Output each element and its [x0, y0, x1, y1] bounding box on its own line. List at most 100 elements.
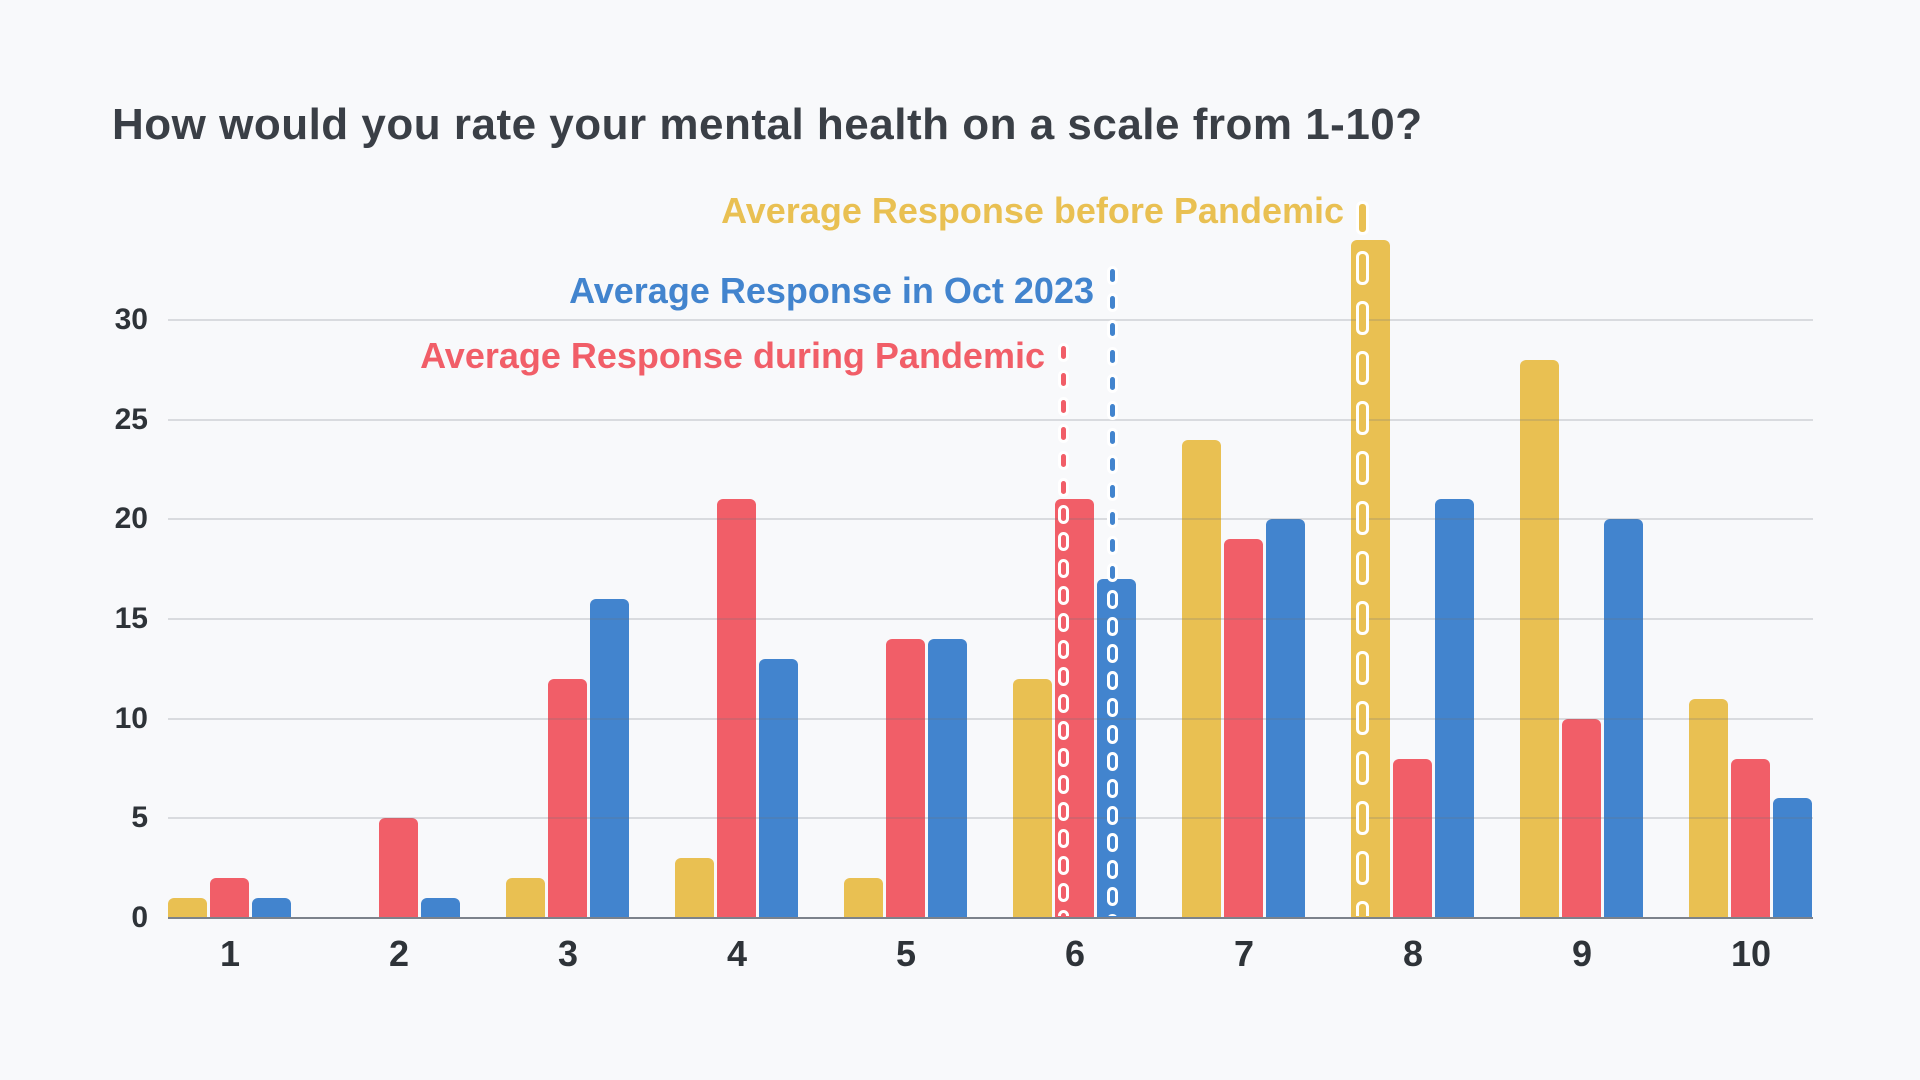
- avg-line-dash: [1356, 751, 1369, 785]
- y-tick-label-5: 5: [131, 801, 148, 835]
- x-tick-label-3: 3: [557, 933, 579, 974]
- avg-line-dash: [1107, 887, 1118, 906]
- bar-oct_2023-4: [759, 659, 798, 918]
- x-tick-label-4: 4: [726, 933, 748, 974]
- avg-line-dash: [1107, 590, 1118, 609]
- bar-oct_2023-7: [1266, 519, 1305, 918]
- avg-line-dash: [1356, 301, 1369, 335]
- avg-line-dash: [1107, 563, 1118, 582]
- x-axis-line: [168, 917, 1813, 919]
- y-tick-label-10: 10: [114, 701, 148, 735]
- bar-before_pandemic-9: [1520, 360, 1559, 918]
- avg-label-during_pandemic: Average Response during Pandemic: [420, 335, 1045, 376]
- bar-during_pandemic-3: [548, 679, 587, 918]
- y-tick-label-25: 25: [114, 402, 148, 436]
- avg-line-dash: [1058, 748, 1069, 767]
- chart-title: How would you rate your mental health on…: [112, 100, 1423, 149]
- avg-line-dash: [1058, 640, 1069, 659]
- avg-line-dash: [1058, 532, 1069, 551]
- bar-before_pandemic-1: [168, 898, 207, 918]
- gridline-20: [168, 518, 1813, 521]
- avg-line-dash: [1058, 721, 1069, 740]
- avg-line-dash: [1356, 451, 1369, 485]
- gridline-30: [168, 319, 1813, 321]
- avg-line-dash: [1356, 651, 1369, 685]
- avg-line-dash: [1058, 343, 1069, 362]
- bar-oct_2023-10: [1773, 798, 1812, 918]
- x-tick-label-6: 6: [1064, 933, 1086, 974]
- avg-line-dash: [1107, 860, 1118, 879]
- avg-line-dash: [1107, 293, 1118, 312]
- bar-oct_2023-5: [928, 639, 967, 918]
- bar-oct_2023-8: [1435, 499, 1474, 918]
- y-tick-label-20: 20: [114, 502, 148, 536]
- bar-before_pandemic-5: [844, 878, 883, 918]
- avg-line-dash: [1058, 559, 1069, 578]
- avg-line-dash: [1058, 667, 1069, 686]
- y-tick-label-30: 30: [114, 303, 148, 336]
- avg-line-dash: [1107, 806, 1118, 825]
- bar-before_pandemic-6: [1013, 679, 1052, 918]
- avg-line-dash: [1107, 698, 1118, 717]
- avg-line-dash: [1107, 779, 1118, 798]
- avg-line-dash: [1058, 829, 1069, 848]
- avg-line-dash: [1058, 424, 1069, 443]
- avg-line-dash: [1058, 910, 1069, 916]
- bar-during_pandemic-4: [717, 499, 756, 918]
- avg-line-dash: [1058, 370, 1069, 389]
- bar-during_pandemic-9: [1562, 719, 1601, 918]
- x-tick-label-9: 9: [1571, 933, 1593, 974]
- avg-line-dash: [1356, 551, 1369, 585]
- x-tick-label-10: 10: [1730, 933, 1772, 974]
- gridline-10: [168, 717, 1813, 720]
- avg-line-dash: [1058, 586, 1069, 605]
- avg-line-dash: [1107, 644, 1118, 663]
- avg-line-before_pandemic: [1356, 201, 1369, 916]
- y-tick-label-0: 0: [131, 901, 148, 934]
- avg-line-dash: [1107, 617, 1118, 636]
- bar-oct_2023-1: [252, 898, 291, 918]
- avg-line-oct_2023: [1107, 266, 1118, 916]
- bar-before_pandemic-3: [506, 878, 545, 918]
- bar-during_pandemic-2: [379, 818, 418, 918]
- avg-line-dash: [1107, 428, 1118, 447]
- bar-before_pandemic-4: [675, 858, 714, 918]
- avg-line-during_pandemic: [1058, 343, 1069, 916]
- bar-before_pandemic-10: [1689, 699, 1728, 918]
- avg-line-dash: [1356, 601, 1369, 635]
- avg-line-dash: [1107, 509, 1118, 528]
- avg-line-dash: [1107, 482, 1118, 501]
- bar-before_pandemic-7: [1182, 440, 1221, 918]
- avg-line-dash: [1107, 671, 1118, 690]
- bar-oct_2023-2: [421, 898, 460, 918]
- avg-line-dash: [1107, 320, 1118, 339]
- avg-line-dash: [1058, 883, 1069, 902]
- x-tick-label-7: 7: [1233, 933, 1255, 974]
- bar-during_pandemic-1: [210, 878, 249, 918]
- x-tick-label-2: 2: [388, 933, 410, 974]
- avg-line-dash: [1058, 856, 1069, 875]
- avg-line-dash: [1107, 455, 1118, 474]
- avg-line-dash: [1107, 347, 1118, 366]
- avg-line-dash: [1356, 701, 1369, 735]
- bar-oct_2023-9: [1604, 519, 1643, 918]
- bar-during_pandemic-10: [1731, 759, 1770, 918]
- avg-line-dash: [1058, 505, 1069, 524]
- avg-line-dash: [1058, 478, 1069, 497]
- avg-line-dash: [1356, 401, 1369, 435]
- avg-label-before_pandemic: Average Response before Pandemic: [721, 190, 1344, 231]
- avg-line-dash: [1058, 613, 1069, 632]
- x-tick-label-1: 1: [219, 933, 241, 974]
- avg-line-dash: [1356, 851, 1369, 885]
- gridline-25: [168, 418, 1813, 421]
- bar-during_pandemic-8: [1393, 759, 1432, 918]
- avg-label-oct_2023: Average Response in Oct 2023: [569, 270, 1094, 311]
- avg-line-dash: [1356, 901, 1369, 916]
- avg-line-dash: [1058, 451, 1069, 470]
- avg-line-dash: [1356, 801, 1369, 835]
- avg-line-dash: [1107, 725, 1118, 744]
- avg-line-dash: [1107, 266, 1118, 285]
- avg-line-dash: [1107, 914, 1118, 916]
